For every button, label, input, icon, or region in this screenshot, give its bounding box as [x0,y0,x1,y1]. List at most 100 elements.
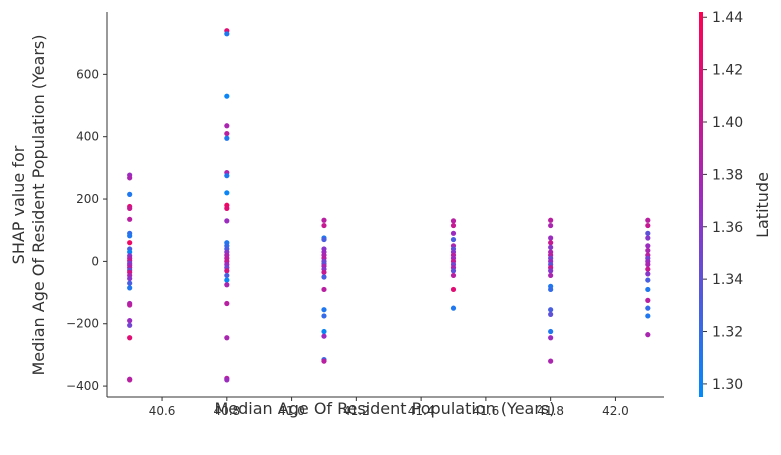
scatter-point [645,266,651,272]
scatter-point [645,222,651,229]
x-tick-label: 42.0 [602,404,629,418]
scatter-point [224,277,230,283]
scatter-point [645,217,651,223]
scatter-point [224,173,230,179]
y-axis-title-line1: SHAP value for [9,145,28,264]
scatter-point [645,305,651,311]
colorbar-ticks: 1.30 1.32 1.34 1.36 1.38 1.40 1.42 1.44 [703,10,743,393]
scatter-point [548,311,554,317]
scatter-point [645,271,651,277]
scatter-point [548,268,554,274]
x-tick-label: 41.8 [537,404,564,418]
scatter-point [645,230,651,236]
scatter-point [450,305,457,311]
y-tick-label: 600 [76,67,99,81]
scatter-point [645,277,651,283]
scatter-point [224,93,230,99]
scatter-point [548,335,554,341]
scatter-point [548,272,554,279]
scatter-point [548,235,554,241]
scatter-point [321,328,327,335]
scatter-point [224,218,230,224]
scatter-point [321,286,327,293]
scatter-point [548,286,554,293]
x-tick-label: 41.4 [408,404,435,418]
scatter-point [645,313,651,319]
x-tick-label: 41.2 [343,404,370,418]
colorbar-tick-label: 1.30 [712,377,743,393]
scatter-point [450,268,457,274]
y-tick-label: 0 [91,254,99,268]
colorbar-tick-label: 1.34 [712,272,743,288]
scatter-point [450,230,457,236]
x-tick-label: 41.0 [278,404,305,418]
scatter-point [645,332,651,338]
scatter-point [645,286,651,293]
x-ticks: 40.6 40.8 41.0 41.2 41.4 41.6 41.8 42.0 [149,397,629,418]
scatter-point [450,236,457,243]
scatter-point [127,216,133,222]
scatter-point [548,307,554,313]
scatter-point [548,328,554,335]
scatter-point [450,272,457,279]
scatter-point [127,233,133,239]
scatter-point [224,123,230,129]
scatter-point [224,335,230,341]
scatter-point [224,268,230,274]
scatter-point [321,358,327,364]
scatter-point [548,244,554,250]
scatter-point [224,190,230,196]
y-axis-title-line2: Median Age Of Resident Population (Years… [29,35,48,376]
colorbar-tick-label: 1.42 [712,63,743,79]
colorbar-tick-label: 1.32 [712,325,743,341]
y-tick-label: −400 [66,379,99,393]
y-ticks: −400 −200 0 200 400 600 [66,67,107,393]
y-tick-label: −200 [66,317,99,331]
scatter-point [645,297,651,303]
scatter-point [321,236,327,243]
scatter-point [450,222,457,229]
scatter-point [450,218,457,224]
x-axis-title: Median Age Of Resident Population (Years… [215,399,556,418]
y-tick-label: 200 [76,192,99,206]
colorbar-tick-label: 1.40 [712,115,743,131]
scatter-point [645,243,651,249]
scatter-point [321,307,327,313]
scatter-point [321,313,327,319]
scatter-point [548,222,554,229]
scatter-point [321,217,327,223]
colorbar-tick-label: 1.36 [712,220,743,236]
x-tick-label: 40.6 [149,404,176,418]
scatter-point [127,285,133,291]
scatter-point [127,280,133,286]
scatter-point [127,322,133,328]
scatter-point [127,318,133,324]
scatter-point [127,175,133,181]
x-tick-label: 40.8 [213,404,240,418]
colorbar [699,12,703,397]
scatter-point [645,247,651,254]
scatter-point [450,286,457,293]
colorbar-tick-label: 1.38 [712,167,743,183]
scatter-point [548,240,554,246]
colorbar-tick-label: 1.44 [712,10,743,26]
y-tick-label: 400 [76,130,99,144]
scatter-point [548,358,554,364]
scatter-point [127,275,133,282]
scatter-points [127,28,651,383]
scatter-point [224,272,230,279]
scatter-point [224,300,230,307]
scatter-point [645,235,651,241]
scatter-point [548,217,554,223]
scatter-point [127,205,133,211]
scatter-point [127,335,133,341]
scatter-point [321,274,327,280]
scatter-point [224,377,230,383]
scatter-point [224,31,230,37]
scatter-point [127,240,133,246]
scatter-point [127,302,133,308]
scatter-point [321,269,327,275]
scatter-point [127,191,133,197]
